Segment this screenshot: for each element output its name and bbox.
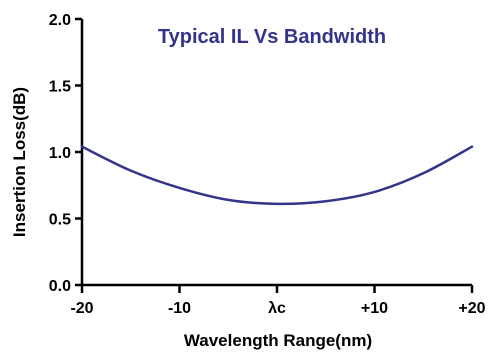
y-axis-label: Insertion Loss(dB)	[10, 87, 29, 237]
y-tick-label: 1.5	[49, 79, 71, 96]
x-axis-label: Wavelength Range(nm)	[184, 331, 372, 350]
y-tick-label: 1.0	[49, 145, 71, 162]
y-tick-label: 0.0	[49, 278, 71, 295]
series-layer	[80, 145, 474, 206]
y-tick-label: 0.5	[49, 212, 71, 229]
axes: 0.0 0.5 1.0 1.5 2.0 -20 -10 λc +10 +20	[49, 12, 486, 317]
x-tick-label: λc	[268, 300, 286, 317]
chart-title: Typical IL Vs Bandwidth	[158, 26, 386, 48]
x-tick-label: +20	[458, 300, 485, 317]
x-tick-label: -10	[168, 300, 191, 317]
x-tick-label: -20	[70, 300, 93, 317]
y-tick-label: 2.0	[49, 12, 71, 29]
x-tick-label: +10	[361, 300, 388, 317]
series-line-0	[80, 145, 474, 206]
